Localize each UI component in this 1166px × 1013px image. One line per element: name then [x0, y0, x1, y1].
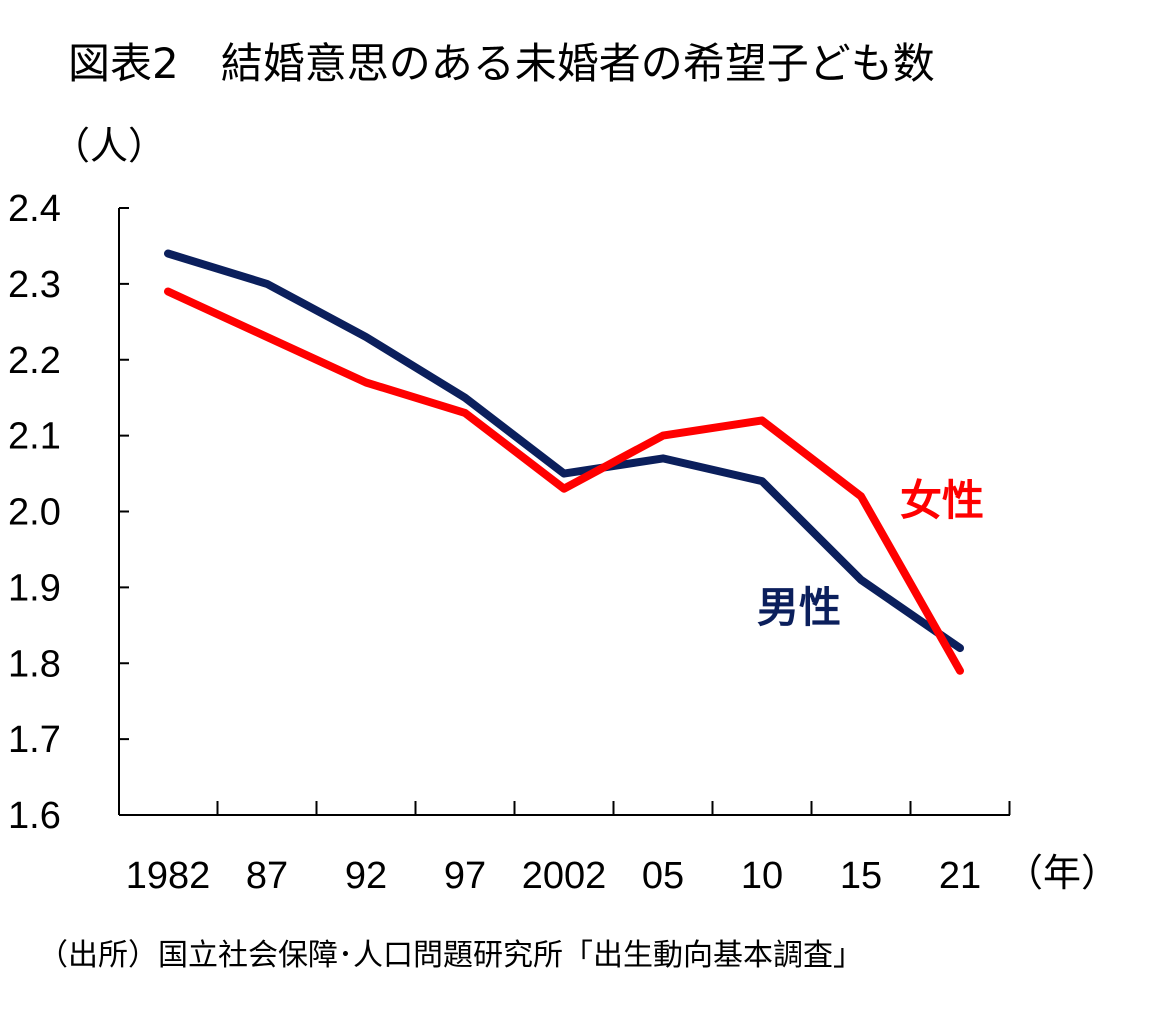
x-tick-label: 1982	[126, 855, 211, 897]
x-axis-unit: （年）	[1005, 851, 1119, 895]
series-label: 男性	[757, 583, 841, 632]
y-tick-label: 2.2	[8, 340, 61, 382]
series-label: 女性	[900, 476, 984, 525]
source-note: （出所）国立社会保障･人口問題研究所「出生動向基本調査」	[38, 938, 863, 973]
x-tick-label: 2002	[522, 855, 607, 897]
x-tick-label: 10	[741, 855, 783, 897]
series-lines	[164, 249, 964, 675]
y-tick-label: 1.8	[8, 643, 61, 685]
series-line	[164, 287, 964, 675]
y-tick-label: 2.4	[8, 188, 61, 230]
series-line	[164, 249, 964, 653]
x-tick-label: 21	[939, 855, 981, 897]
x-tick-label: 97	[444, 855, 486, 897]
y-tick-label: 1.9	[8, 567, 61, 609]
series-labels: 男性 女性	[757, 476, 984, 632]
x-tick-label: 87	[246, 855, 288, 897]
x-tick-label: 15	[840, 855, 882, 897]
y-tick-label: 2.3	[8, 264, 61, 306]
y-axis-unit: （人）	[52, 124, 167, 168]
x-tick-label: 92	[345, 855, 387, 897]
x-tick-labels: 1982 87 92 97 2002 05 10 15 21	[126, 855, 981, 897]
y-tick-label: 1.6	[8, 795, 61, 837]
axes	[118, 207, 1011, 816]
y-tick-label: 2.1	[8, 416, 61, 458]
y-tick-label: 1.7	[8, 719, 61, 761]
x-tick-label: 05	[642, 855, 684, 897]
y-tick-labels: 2.4 2.3 2.2 2.1 2.0 1.9 1.8 1.7 1.6	[8, 188, 61, 837]
y-tick-label: 2.0	[8, 492, 61, 534]
chart-title: 図表2 結婚意思のある未婚者の希望子ども数	[68, 39, 935, 88]
